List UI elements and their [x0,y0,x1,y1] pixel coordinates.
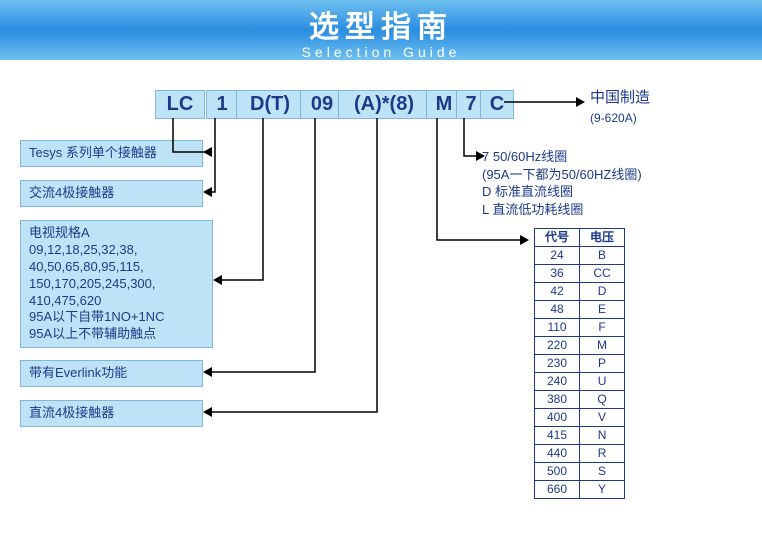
voltage-table: 代号 电压 24B36CC42D48E110F220M230P240U380Q4… [534,228,625,499]
banner-title-cn: 选型指南 [0,0,762,46]
desc-ac4pole: 交流4极接触器 [20,180,203,207]
table-row: 36CC [535,265,625,283]
coil-line-1: (95A一下都为50/60HZ线圈) [482,166,642,184]
table-cell-voltage: E [580,301,625,319]
arrow-spec [213,275,222,285]
arrow-ac4pole [203,187,212,197]
table-cell-voltage: S [580,463,625,481]
table-header-code: 代号 [535,229,580,247]
table-row: 660Y [535,481,625,499]
table-row: 24B [535,247,625,265]
table-row: 220M [535,337,625,355]
table-cell-code: 220 [535,337,580,355]
made-in-china-line1: 中国制造 [590,89,650,106]
table-cell-code: 48 [535,301,580,319]
table-cell-code: 380 [535,391,580,409]
table-row: 440R [535,445,625,463]
arrow-everlink [203,367,212,377]
table-header-row: 代号 电压 [535,229,625,247]
table-row: 110F [535,319,625,337]
table-cell-code: 230 [535,355,580,373]
table-row: 380Q [535,391,625,409]
table-cell-code: 660 [535,481,580,499]
desc-tesys: Tesys 系列单个接触器 [20,140,203,167]
table-cell-code: 42 [535,283,580,301]
table-cell-code: 110 [535,319,580,337]
table-cell-voltage: Y [580,481,625,499]
made-in-china-label: 中国制造 (9-620A) [590,88,650,129]
table-header-voltage: 电压 [580,229,625,247]
desc-dc4pole: 直流4极接触器 [20,400,203,427]
table-cell-code: 36 [535,265,580,283]
arrow-coil [476,151,485,161]
code-part-A8: (A)*(8) [338,90,430,119]
table-cell-code: 240 [535,373,580,391]
desc-spec: 电视规格A 09,12,18,25,32,38, 40,50,65,80,95,… [20,220,213,348]
code-part-DT: D(T) [236,90,304,119]
table-cell-voltage: R [580,445,625,463]
desc-everlink: 带有Everlink功能 [20,360,203,387]
table-cell-code: 415 [535,427,580,445]
arrow-tesys [203,147,212,157]
table-cell-code: 440 [535,445,580,463]
banner-title-en: Selection Guide [0,44,762,60]
code-part-C: C [480,90,514,119]
table-cell-voltage: V [580,409,625,427]
table-cell-voltage: Q [580,391,625,409]
code-part-LC: LC [155,90,205,119]
table-cell-code: 500 [535,463,580,481]
table-cell-voltage: P [580,355,625,373]
table-cell-voltage: F [580,319,625,337]
coil-line-3: L 直流低功耗线圈 [482,201,642,219]
table-cell-voltage: CC [580,265,625,283]
table-row: 42D [535,283,625,301]
table-cell-voltage: N [580,427,625,445]
code-part-1: 1 [206,90,238,119]
table-cell-code: 24 [535,247,580,265]
table-cell-code: 400 [535,409,580,427]
arrow-china [576,97,585,107]
table-row: 500S [535,463,625,481]
table-cell-voltage: U [580,373,625,391]
table-row: 240U [535,373,625,391]
coil-line-0: 7 50/60Hz线圈 [482,148,642,166]
coil-description: 7 50/60Hz线圈 (95A一下都为50/60HZ线圈) D 标准直流线圈 … [482,148,642,218]
table-cell-voltage: B [580,247,625,265]
table-cell-voltage: M [580,337,625,355]
table-row: 48E [535,301,625,319]
table-row: 415N [535,427,625,445]
table-cell-voltage: D [580,283,625,301]
banner: 选型指南 Selection Guide [0,0,762,60]
coil-line-2: D 标准直流线圈 [482,183,642,201]
table-row: 400V [535,409,625,427]
table-row: 230P [535,355,625,373]
diagram-canvas: LC 1 D(T) 09 (A)*(8) M 7 C 中国制造 (9-620A)… [0,60,762,540]
arrow-table [520,235,529,245]
arrow-dc4pole [203,407,212,417]
made-in-china-line2: (9-620A) [590,111,637,125]
